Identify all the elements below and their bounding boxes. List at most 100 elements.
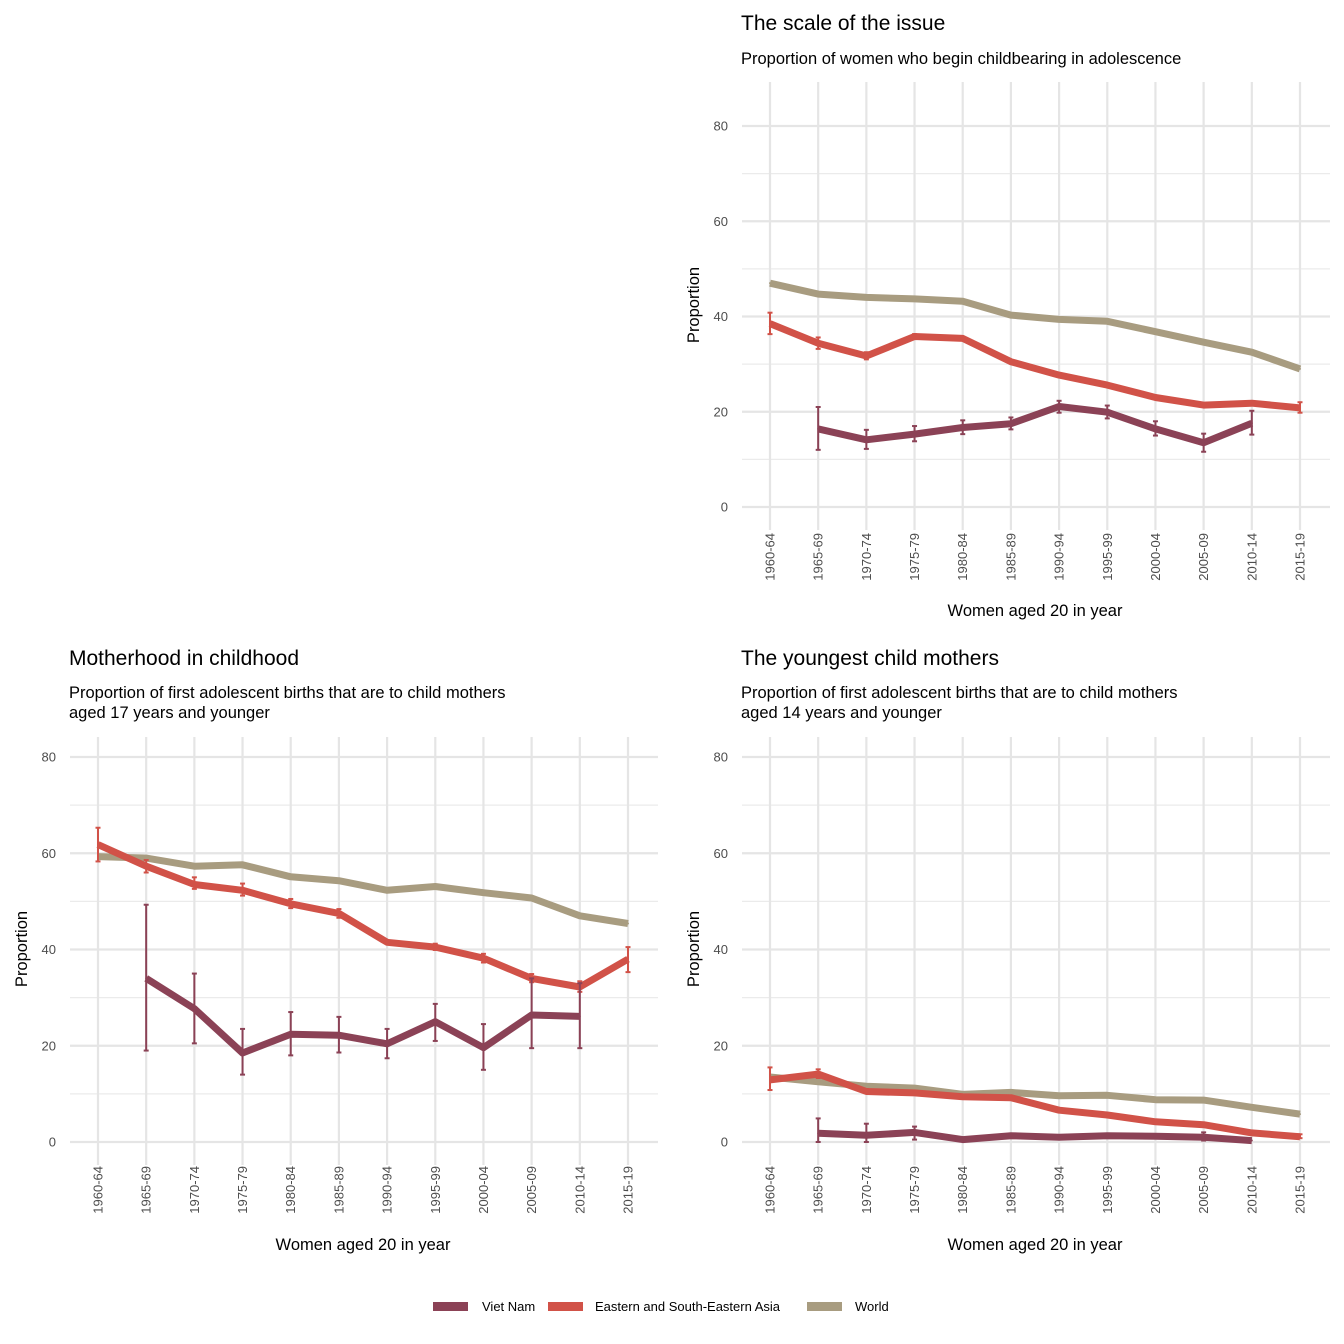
data-point <box>865 1085 868 1088</box>
x-axis-title: Women aged 20 in year <box>948 602 1123 620</box>
data-point <box>1058 1109 1061 1112</box>
y-tick-label: 80 <box>714 119 728 134</box>
legend-label: Viet Nam <box>482 1299 535 1314</box>
legend-item-world: World <box>807 1299 889 1314</box>
data-point <box>145 977 148 980</box>
data-point <box>1154 1135 1157 1138</box>
y-tick-label: 80 <box>714 750 728 765</box>
legend-label: Eastern and South-Eastern Asia <box>595 1299 781 1314</box>
data-point <box>145 857 148 860</box>
data-point <box>817 1073 820 1076</box>
data-point <box>1154 1098 1157 1101</box>
series-line-eastern-and-south-eastern-asia <box>96 841 630 991</box>
data-point <box>482 957 485 960</box>
data-point <box>530 897 533 900</box>
x-tick-label: 2005-09 <box>1196 533 1211 581</box>
legend-label: World <box>855 1299 889 1314</box>
series-eastern-and-south-eastern-asia <box>767 311 1303 414</box>
x-tick-label: 2015-19 <box>1293 533 1308 581</box>
data-point <box>1154 396 1157 399</box>
x-tick-label: 1970-74 <box>859 1166 874 1214</box>
series-marks <box>767 279 1303 453</box>
x-tick-label: 2010-14 <box>1244 533 1259 581</box>
x-tick-label: 1970-74 <box>187 1166 202 1214</box>
data-point <box>1250 1131 1253 1134</box>
data-point <box>817 1132 820 1135</box>
y-tick-label: 40 <box>714 942 728 957</box>
x-tick-label: 1965-69 <box>811 533 826 581</box>
panel-subtitle-line2: aged 17 years and younger <box>69 704 270 722</box>
y-tick-label: 0 <box>49 1135 56 1150</box>
x-axis-title: Women aged 20 in year <box>948 1236 1123 1254</box>
data-point <box>434 885 437 888</box>
y-tick-label: 20 <box>714 404 728 419</box>
data-point <box>865 1090 868 1093</box>
x-tick-label: 1970-74 <box>859 533 874 581</box>
y-tick-label: 80 <box>42 750 56 765</box>
series-line-eastern-and-south-eastern-asia <box>769 1070 1301 1141</box>
data-point <box>961 300 964 303</box>
x-tick-label: 1990-94 <box>380 1166 395 1214</box>
data-point <box>337 1034 340 1037</box>
data-point <box>1009 1096 1012 1099</box>
data-point <box>1106 384 1109 387</box>
data-point <box>434 946 437 949</box>
series-viet-nam <box>143 903 583 1076</box>
data-point <box>627 922 629 925</box>
x-tick-label: 1995-99 <box>1100 533 1115 581</box>
data-point <box>578 914 581 917</box>
x-tick-label: 1975-79 <box>907 533 922 581</box>
y-tick-labels: 0 20 40 60 80 <box>42 750 56 1150</box>
data-point <box>913 433 916 436</box>
x-tick-label: 2000-04 <box>476 1166 491 1214</box>
data-point <box>913 1087 916 1090</box>
data-point <box>193 865 196 868</box>
data-point <box>865 355 868 358</box>
data-point <box>1202 1123 1205 1126</box>
x-tick-labels: 1960-64 1965-69 1970-74 1975-79 1980-84 1985-… <box>763 1166 1308 1214</box>
legend: Viet Nam Eastern and South-Eastern Asia … <box>433 1299 889 1314</box>
data-point <box>241 1051 244 1054</box>
series-viet-nam <box>815 1117 1253 1145</box>
data-point <box>1202 1136 1205 1139</box>
series-marks <box>767 1066 1303 1145</box>
x-tick-label: 2000-04 <box>1148 1166 1163 1214</box>
data-point <box>1250 422 1253 425</box>
x-tick-label: 2015-19 <box>621 1166 636 1214</box>
panel-subtitle: Proportion of first adolescent births th… <box>69 684 506 702</box>
data-point <box>1009 360 1012 363</box>
y-tick-label: 60 <box>714 846 728 861</box>
y-tick-label: 40 <box>714 309 728 324</box>
data-point <box>817 342 820 345</box>
x-tick-labels: 1960-64 1965-69 1970-74 1975-79 1980-84 1985-… <box>91 1166 636 1214</box>
data-point <box>1250 351 1253 354</box>
x-axis-title: Women aged 20 in year <box>276 1236 451 1254</box>
data-point <box>1250 402 1253 405</box>
panel-title: The scale of the issue <box>741 12 945 35</box>
data-point <box>1106 1134 1109 1137</box>
panel-title: Motherhood in childhood <box>69 647 299 670</box>
data-point <box>1106 1114 1109 1117</box>
data-point <box>1106 1094 1109 1097</box>
y-tick-labels: 0 20 40 60 80 <box>714 119 728 515</box>
data-point <box>769 1078 771 1081</box>
x-tick-label: 1965-69 <box>811 1166 826 1214</box>
y-tick-label: 60 <box>714 214 728 229</box>
data-point <box>1299 1113 1301 1116</box>
x-tick-label: 1960-64 <box>91 1166 106 1214</box>
data-point <box>1202 441 1205 444</box>
data-point <box>578 1015 581 1018</box>
data-point <box>97 843 99 846</box>
data-point <box>1009 422 1012 425</box>
x-tick-label: 1985-89 <box>1003 1166 1018 1214</box>
x-tick-label: 2005-09 <box>1196 1166 1211 1214</box>
x-tick-label: 2005-09 <box>524 1166 539 1214</box>
data-point <box>1009 314 1012 317</box>
data-point <box>1299 406 1301 409</box>
series-eastern-and-south-eastern-asia <box>95 826 631 993</box>
x-tick-label: 1985-89 <box>1003 533 1018 581</box>
x-tick-label: 1975-79 <box>907 1166 922 1214</box>
data-point <box>530 1013 533 1016</box>
data-point <box>1058 1136 1061 1139</box>
